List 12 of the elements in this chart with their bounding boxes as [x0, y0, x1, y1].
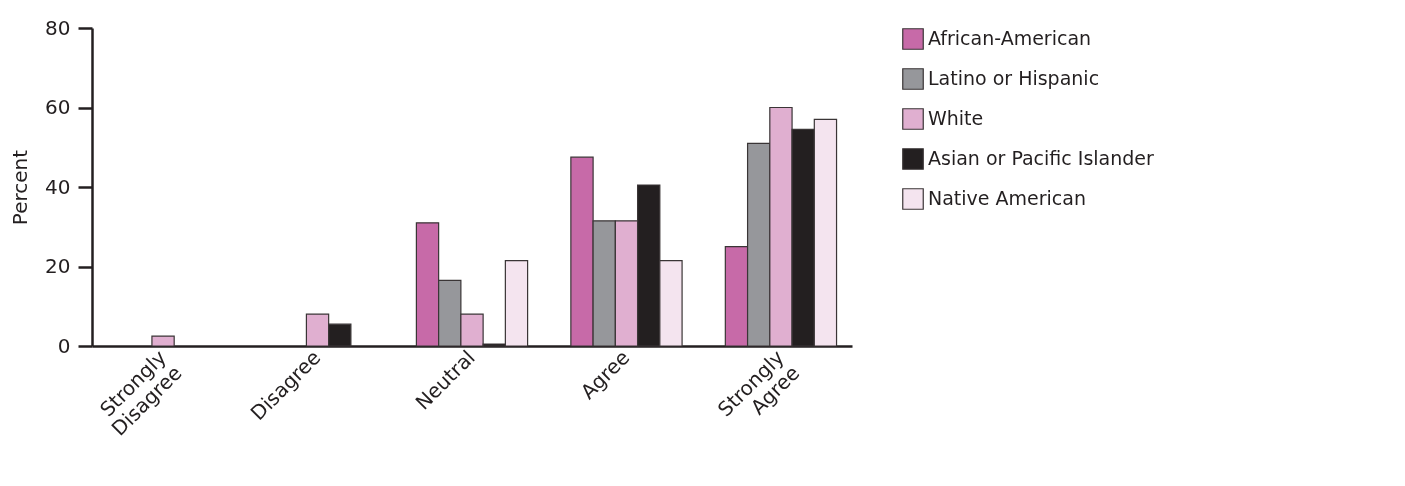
- legend-label: Native American: [928, 187, 1086, 209]
- y-tick-label: 20: [45, 254, 71, 278]
- bar: [151, 335, 175, 347]
- y-tick-label: 40: [45, 174, 71, 199]
- legend-label: Asian or Pacific Islander: [928, 147, 1155, 169]
- y-tick-label: 80: [45, 15, 71, 40]
- y-tick-label: 0: [57, 333, 71, 358]
- legend-label: African-American: [928, 27, 1092, 49]
- y-axis-title: Percent: [8, 149, 33, 226]
- legend-label: White: [928, 107, 984, 129]
- y-tick-label: 60: [45, 95, 71, 119]
- legend-label: Latino or Hispanic: [928, 67, 1100, 89]
